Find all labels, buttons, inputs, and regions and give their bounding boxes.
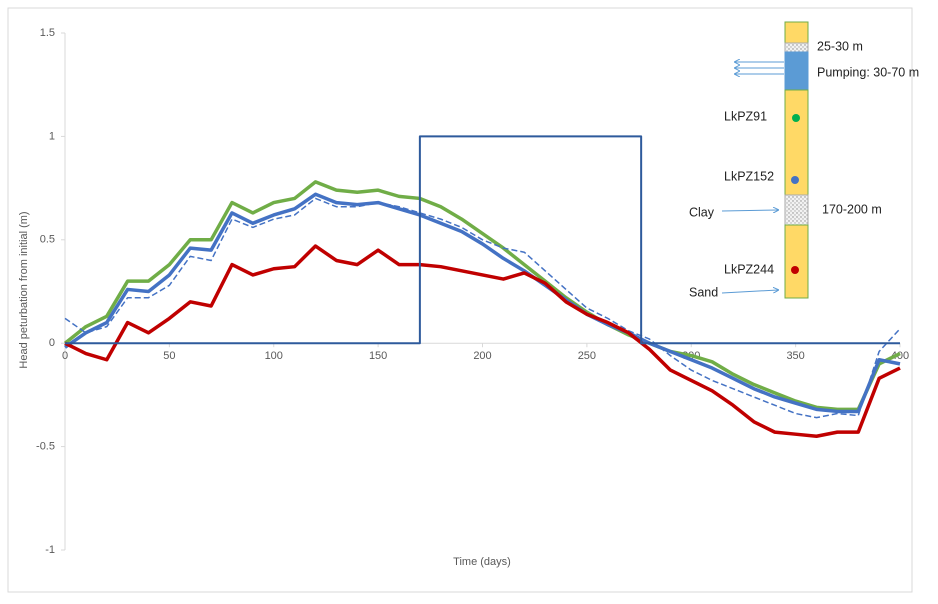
sensor	[791, 176, 799, 184]
y-tick-label: 0.5	[40, 234, 55, 246]
annotation: Clay	[689, 205, 715, 219]
annotation: 170-200 m	[822, 202, 882, 216]
x-axis-label: Time (days)	[453, 556, 511, 568]
y-tick-label: -0.5	[36, 441, 55, 453]
y-tick-label: -1	[45, 544, 55, 556]
chart-frame	[8, 8, 912, 592]
annotation: LkPZ152	[724, 169, 774, 183]
y-tick-label: 1.5	[40, 27, 55, 39]
x-tick-label: 250	[578, 350, 596, 362]
layer	[785, 195, 808, 225]
x-tick-label: 200	[473, 350, 491, 362]
layer	[785, 225, 808, 298]
x-tick-label: 50	[163, 350, 175, 362]
annotation: Pumping: 30-70 m	[817, 65, 919, 79]
y-tick-label: 1	[49, 130, 55, 142]
y-tick-label: 0	[49, 337, 55, 349]
x-tick-label: 350	[786, 350, 804, 362]
x-tick-label: 0	[62, 350, 68, 362]
annotation: Sand	[689, 285, 718, 299]
sensor	[792, 114, 800, 122]
sensor	[791, 266, 799, 274]
x-tick-label: 150	[369, 350, 387, 362]
layer	[785, 43, 808, 52]
annotation: LkPZ91	[724, 109, 767, 123]
chart: Head peturbation from initial (m) Time (…	[0, 0, 938, 599]
x-tick-label: 100	[265, 350, 283, 362]
y-axis-label: Head peturbation from initial (m)	[18, 211, 30, 368]
layer	[785, 52, 808, 90]
annotation: 25-30 m	[817, 39, 863, 53]
layer	[785, 22, 808, 43]
annotation: LkPZ244	[724, 262, 774, 276]
